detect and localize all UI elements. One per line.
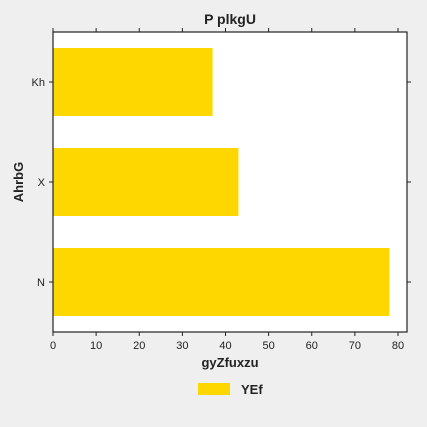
x-tick-label: 80 <box>392 340 404 352</box>
x-tick-label: 60 <box>306 340 318 352</box>
y-axis: Kh X N <box>32 77 411 289</box>
x-tick-label: 40 <box>219 340 231 352</box>
bars-group <box>53 48 390 316</box>
x-tick-label: 10 <box>90 340 102 352</box>
chart-title: P plkgU <box>204 11 256 27</box>
x-tick-label: 50 <box>263 340 275 352</box>
y-tick-label: X <box>38 177 46 189</box>
x-tick-label: 0 <box>50 340 56 352</box>
x-tick-label: 20 <box>133 340 145 352</box>
x-axis: 0 10 20 30 40 50 60 70 80 <box>50 28 404 352</box>
y-tick-label: Kh <box>32 77 45 89</box>
legend: YEf <box>198 382 263 397</box>
legend-label: YEf <box>241 382 263 397</box>
bar-kh <box>53 48 213 116</box>
x-tick-label: 70 <box>349 340 361 352</box>
y-tick-label: N <box>37 277 45 289</box>
legend-swatch <box>198 383 230 395</box>
x-tick-label: 30 <box>176 340 188 352</box>
bar-x <box>53 148 239 216</box>
x-axis-label: gyZfuxzu <box>201 355 258 370</box>
y-axis-label: AhrbG <box>11 162 26 202</box>
bar-n <box>53 248 390 316</box>
